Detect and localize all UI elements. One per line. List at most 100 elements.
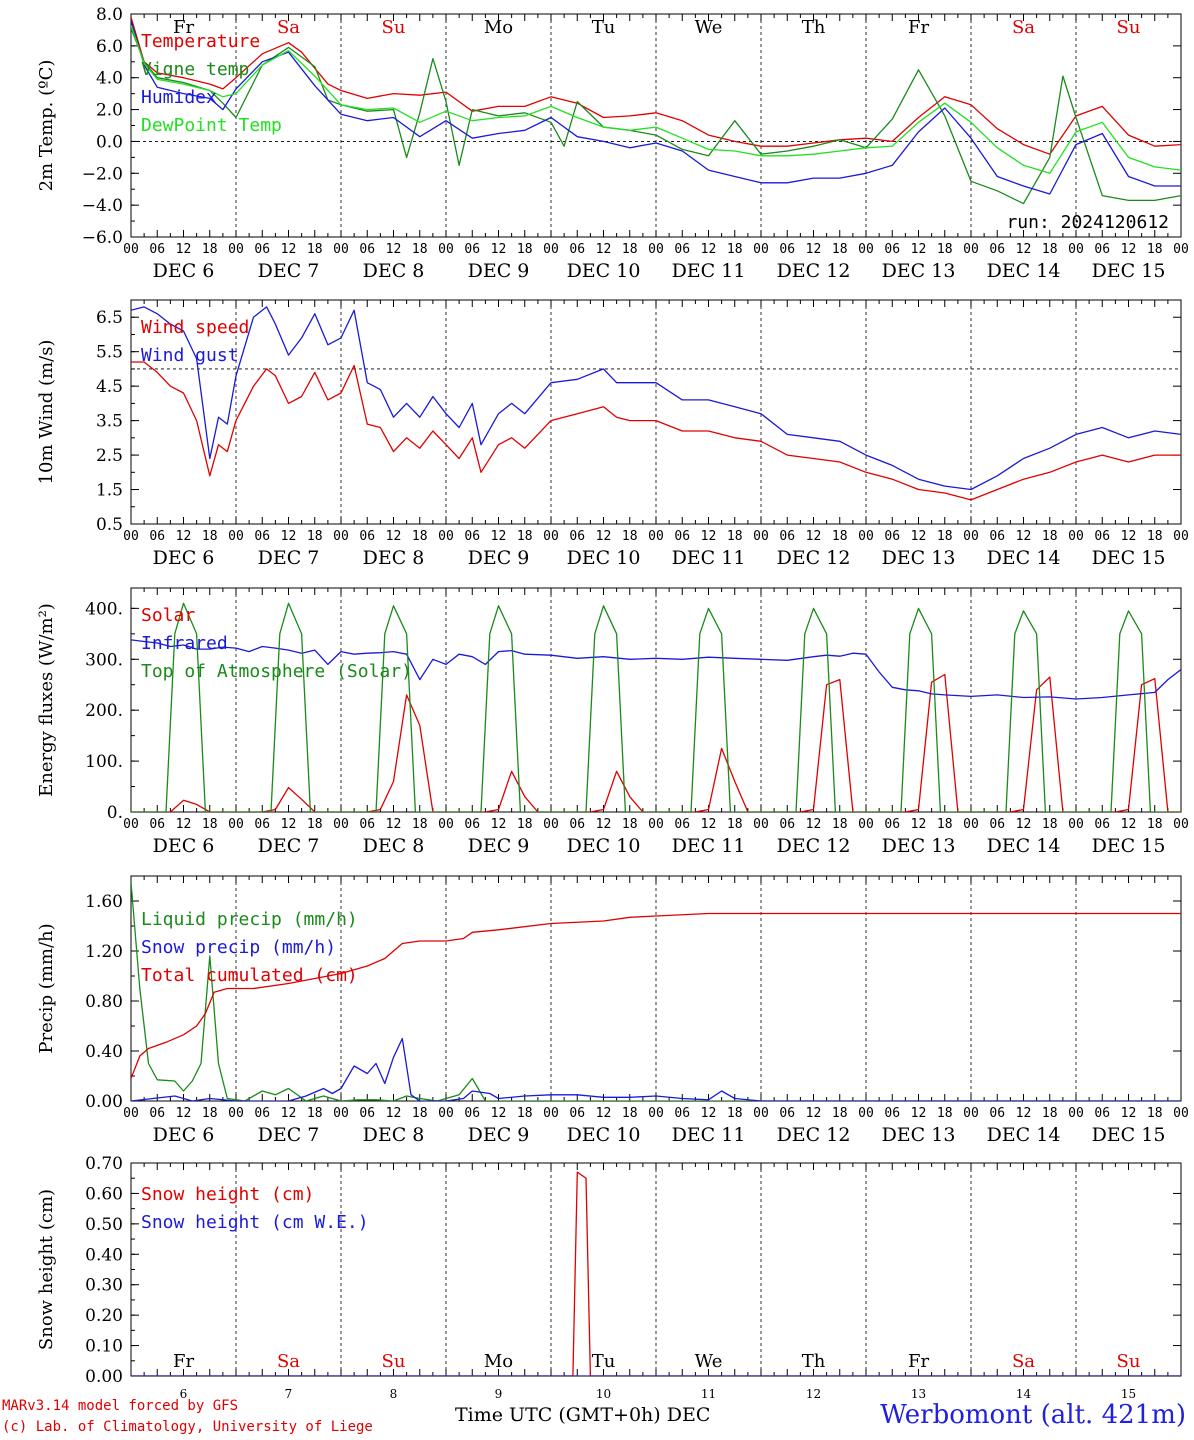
hour-tick-label: 00 (438, 242, 454, 257)
hour-tick-label: 06 (884, 817, 900, 832)
hour-tick-label: 00 (123, 1106, 139, 1121)
hour-tick-label: 06 (989, 1106, 1005, 1121)
hour-tick-label: 18 (1042, 529, 1058, 544)
hour-tick-label: 06 (359, 529, 375, 544)
legend-entry: Wind gust (141, 345, 239, 366)
date-label: DEC 12 (777, 1124, 851, 1146)
legend-entry: Total cumulated (cm) (141, 965, 358, 986)
date-label: DEC 6 (153, 260, 215, 282)
chart-panel-4: 1.60 1.20 0.80 0.40 0.00 Precip (mm/h) 00 06 12 1… (36, 875, 1189, 1146)
day-number-label: 10 (596, 1387, 611, 1401)
date-label: DEC 10 (567, 547, 641, 569)
hour-tick-label: 12 (1121, 242, 1137, 257)
date-label: DEC 12 (777, 260, 851, 282)
hour-tick-label: 06 (569, 529, 585, 544)
hour-tick-label: 12 (1016, 242, 1032, 257)
date-label: DEC 11 (672, 547, 746, 569)
day-number-label: 9 (495, 1387, 503, 1401)
hour-tick-label: 12 (806, 817, 822, 832)
y-tick-label: 0.5 (96, 515, 123, 535)
y-axis-title: Precip (mm/h) (36, 923, 57, 1053)
weekday-label: Su (1117, 1351, 1141, 1372)
hour-tick-label: 12 (491, 242, 507, 257)
hour-tick-label: 00 (1173, 529, 1189, 544)
date-label: DEC 10 (567, 260, 641, 282)
hour-tick-label: 06 (674, 1106, 690, 1121)
date-label: DEC 14 (987, 260, 1061, 282)
hour-tick-label: 00 (1068, 529, 1084, 544)
date-label: DEC 7 (258, 260, 320, 282)
hour-tick-label: 12 (1016, 529, 1032, 544)
hour-tick-label: 06 (359, 242, 375, 257)
x-axis-title: Time UTC (GMT+0h) DEC (455, 1404, 711, 1426)
hour-tick-label: 12 (911, 817, 927, 832)
hour-tick-label: 00 (1173, 817, 1189, 832)
hour-tick-label: 00 (858, 1106, 874, 1121)
hour-tick-label: 00 (648, 1106, 664, 1121)
hour-tick-label: 12 (281, 529, 297, 544)
hour-tick-label: 00 (438, 529, 454, 544)
hour-tick-label: 18 (1147, 817, 1163, 832)
hour-tick-label: 18 (832, 529, 848, 544)
y-tick-label: 0.80 (85, 992, 123, 1012)
hour-tick-label: 18 (412, 817, 428, 832)
weekday-label: Mo (484, 17, 513, 38)
date-label: DEC 12 (777, 547, 851, 569)
chart-panel-2: 6.5 5.5 4.5 3.5 2.5 1.5 0.5 10m Wind (m/s) 00 06 1… (36, 299, 1189, 569)
hour-tick-label: 18 (622, 817, 638, 832)
day-number-label: 6 (180, 1387, 188, 1401)
hour-tick-label: 06 (1094, 1106, 1110, 1121)
series-line (131, 20, 1181, 195)
legend-entry: Humidex (141, 87, 217, 108)
hour-tick-label: 18 (727, 1106, 743, 1121)
hour-tick-label: 12 (386, 529, 402, 544)
date-label: DEC 7 (258, 547, 320, 569)
y-axis-title: 2m Temp. (ºC) (36, 60, 57, 192)
date-label: DEC 9 (468, 260, 530, 282)
series-group (131, 882, 1181, 1101)
hour-tick-label: 06 (359, 1106, 375, 1121)
hour-tick-label: 12 (491, 1106, 507, 1121)
hour-tick-label: 18 (937, 1106, 953, 1121)
hour-tick-label: 00 (963, 242, 979, 257)
y-tick-label: 1.5 (96, 481, 123, 501)
day-number-label: 12 (806, 1387, 821, 1401)
weekday-label: Sa (277, 17, 300, 38)
hour-tick-label: 18 (202, 1106, 218, 1121)
hour-tick-label: 00 (1068, 242, 1084, 257)
hour-tick-label: 12 (806, 242, 822, 257)
hour-tick-label: 18 (307, 817, 323, 832)
hour-tick-label: 18 (517, 1106, 533, 1121)
hour-tick-label: 18 (412, 1106, 428, 1121)
date-label: DEC 14 (987, 1124, 1061, 1146)
hour-tick-label: 12 (911, 1106, 927, 1121)
hour-tick-label: 06 (359, 817, 375, 832)
date-label: DEC 11 (672, 835, 746, 857)
hour-tick-label: 00 (543, 242, 559, 257)
run-label: run: 2024120612 (1006, 212, 1169, 233)
hour-tick-label: 00 (1068, 817, 1084, 832)
hour-tick-label: 18 (517, 817, 533, 832)
hour-tick-label: 18 (1042, 817, 1058, 832)
hour-tick-label: 12 (281, 242, 297, 257)
day-number-label: 14 (1016, 1387, 1032, 1401)
hour-tick-label: 12 (596, 817, 612, 832)
hour-tick-label: 00 (228, 242, 244, 257)
date-label: DEC 15 (1092, 547, 1166, 569)
hour-tick-label: 00 (648, 817, 664, 832)
hour-tick-label: 06 (674, 529, 690, 544)
hour-tick-label: 06 (989, 529, 1005, 544)
hour-tick-label: 12 (701, 817, 717, 832)
station-name: Werbomont (alt. 421m) (880, 1400, 1186, 1430)
hour-tick-label: 18 (727, 242, 743, 257)
hour-tick-label: 18 (412, 242, 428, 257)
y-tick-label: 300. (85, 650, 123, 670)
date-label: DEC 6 (153, 1124, 215, 1146)
hour-tick-label: 12 (176, 1106, 192, 1121)
date-label: DEC 7 (258, 835, 320, 857)
hour-tick-label: 12 (701, 242, 717, 257)
hour-tick-label: 12 (281, 817, 297, 832)
hour-tick-label: 00 (1068, 1106, 1084, 1121)
date-label: DEC 8 (363, 835, 425, 857)
